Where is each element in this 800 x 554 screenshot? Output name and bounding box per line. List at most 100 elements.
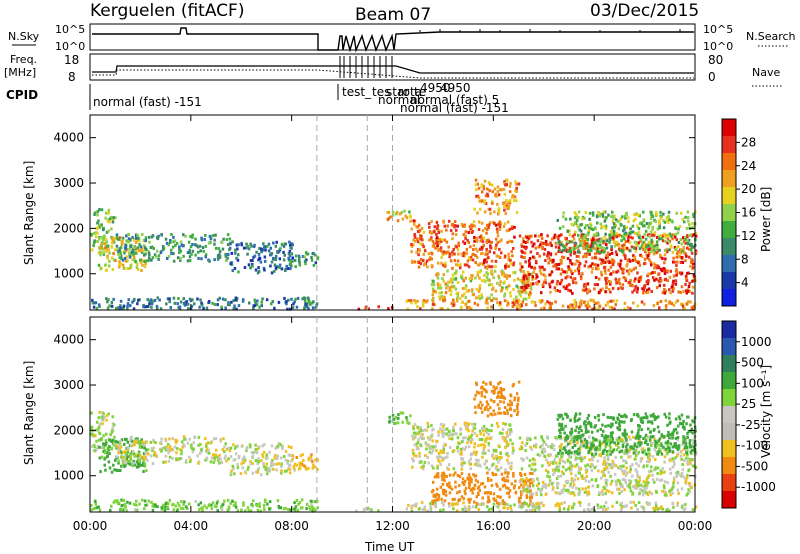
data-cell [90,508,94,512]
data-cell [578,471,581,475]
data-cell [226,256,229,260]
data-cell [597,301,600,305]
data-cell [497,210,501,214]
data-cell [640,244,644,248]
data-cell [596,459,600,463]
data-cell [522,256,525,259]
data-cell [558,492,562,496]
data-cell [488,437,492,441]
data-cell [622,229,625,233]
data-cell [132,459,135,463]
data-cell [118,446,122,450]
data-cell [496,395,499,399]
data-cell [438,237,442,241]
data-cell [97,505,100,509]
data-cell [307,306,310,310]
data-cell [140,269,143,273]
data-cell [597,469,600,473]
data-cell [437,430,440,434]
data-cell [503,222,507,226]
data-cell [133,238,136,242]
data-cell [528,484,531,488]
data-cell [688,223,691,227]
data-cell [473,431,477,435]
data-cell [471,229,474,233]
data-cell [150,447,154,451]
data-cell [609,482,613,486]
data-cell [652,262,656,266]
data-cell [557,491,560,495]
data-cell [431,449,435,453]
data-cell [552,444,556,448]
data-cell [285,264,288,268]
data-cell [235,256,238,260]
data-cell [464,230,467,234]
data-cell [541,485,544,489]
data-cell [502,400,505,404]
cpid-segment: rota [398,85,422,99]
data-cell [282,250,285,254]
data-cell [224,306,227,310]
data-cell [391,210,395,214]
data-cell [536,252,539,255]
data-cell [94,231,98,235]
data-cell [594,276,598,279]
data-cell [126,302,130,306]
data-cell [577,233,580,237]
data-cell [621,283,625,287]
data-cell [609,272,612,276]
data-cell [685,302,689,306]
data-cell [475,495,479,499]
data-cell [524,449,527,453]
data-cell [443,478,446,482]
data-cell [646,233,650,237]
data-cell [440,497,443,501]
data-cell [414,301,417,305]
data-cell [114,216,117,220]
data-cell [168,300,171,304]
data-cell [634,277,637,281]
data-cell [126,307,129,311]
data-cell [213,504,217,508]
data-cell [450,277,454,281]
data-cell [117,440,120,444]
data-cell [453,271,457,275]
data-cell [233,304,236,308]
data-cell [454,277,458,281]
data-cell [430,251,433,255]
data-cell [251,471,254,475]
data-cell [430,220,433,223]
data-cell [277,504,280,508]
data-cell [687,238,691,242]
data-cell [234,248,237,252]
data-cell [268,469,271,473]
freq-panel: Freq. [MHz] 18 8 80 0 Nave [4,53,782,87]
data-cell [496,185,500,189]
data-cell [530,283,533,287]
data-cell [209,441,213,445]
data-cell [123,461,126,464]
data-cell [662,226,666,230]
data-cell [469,476,472,480]
data-cell [210,456,214,460]
data-cell [134,236,138,240]
data-cell [465,252,469,256]
data-cell [131,236,134,239]
data-cell [228,303,231,307]
data-cell [100,242,104,246]
data-cell [117,252,120,256]
data-cell [589,245,592,249]
data-cell [99,246,103,250]
data-cell [528,293,532,297]
data-cell [459,447,463,451]
data-cell [143,442,147,446]
data-cell [588,252,591,256]
data-cell [510,240,514,244]
nave-tick-bottom: 0 [708,70,716,84]
data-cell [131,300,134,304]
data-cell [229,501,232,505]
data-cell [290,264,293,268]
data-cell [530,447,533,451]
data-cell [242,501,245,505]
data-cell [498,457,502,461]
